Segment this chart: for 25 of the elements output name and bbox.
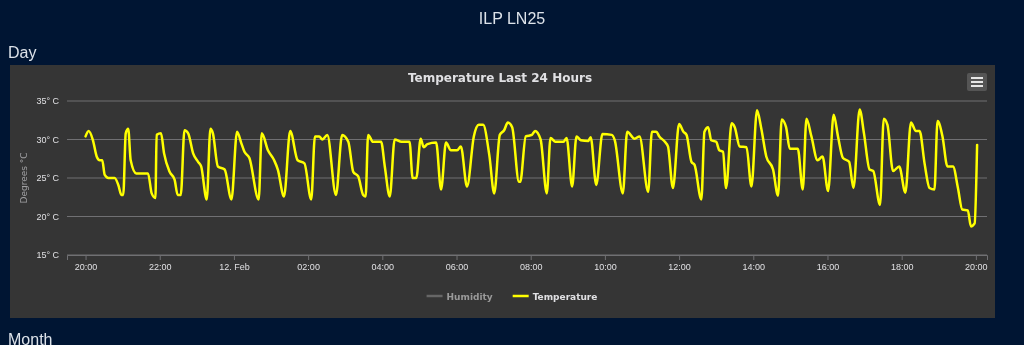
x-tick-label: 08:00: [519, 262, 543, 273]
x-tick-label: 20:00: [965, 262, 988, 273]
x-tick-label: 20:00: [74, 262, 98, 273]
y-tick-label: 15° C: [36, 250, 60, 261]
text: ILP LN25: [478, 10, 546, 27]
x-tick-label: 16:00: [816, 262, 840, 273]
legend-label: Temperature: [532, 291, 598, 302]
y-axis-title: Degrees °C: [19, 152, 29, 204]
x-tick-label: 10:00: [594, 262, 617, 273]
y-tick-label: 30° C: [36, 134, 60, 145]
x-tick-label: 22:00: [148, 262, 172, 273]
y-tick-label: 25° C: [36, 173, 60, 184]
x-tick-label: 06:00: [445, 262, 469, 273]
x-tick-label: 14:00: [742, 262, 766, 273]
x-tick-label: 02:00: [297, 262, 320, 273]
y-tick-label: 20° C: [36, 211, 60, 222]
x-tick-label: 12. Feb: [219, 262, 250, 273]
text: Day: [8, 44, 37, 61]
y-tick-label: 35° C: [36, 96, 60, 107]
legend-label: Humidity: [446, 291, 493, 302]
x-tick-label: 04:00: [371, 262, 395, 273]
text: Month: [8, 331, 53, 345]
x-tick-label: 18:00: [890, 262, 914, 273]
chart-title: Temperature Last 24 Hours: [407, 71, 593, 85]
x-tick-label: 12:00: [668, 262, 691, 273]
